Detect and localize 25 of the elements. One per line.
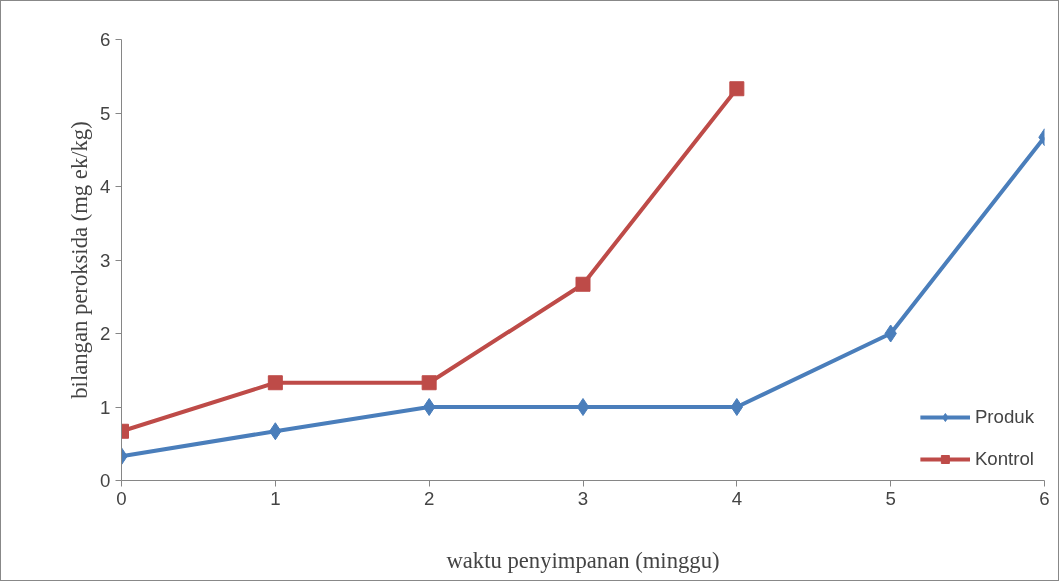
point	[423, 398, 436, 416]
point	[421, 375, 437, 391]
y-tick-label: 4	[100, 176, 111, 197]
y-tick-label: 0	[100, 470, 111, 491]
legend-label: Kontrol	[974, 448, 1034, 470]
y-axis-title: bilangan peroksida (mg ek/kg)	[67, 121, 93, 399]
x-axis-title: waktu penyimpanan (minggu)	[446, 547, 720, 573]
x-tick-label: 0	[116, 487, 127, 509]
y-tick-label: 6	[100, 29, 111, 50]
x-tick-label: 3	[577, 487, 589, 509]
x-tick-label: 4	[731, 487, 743, 509]
y-tick-label: 2	[100, 323, 111, 344]
y-tick-label: 1	[100, 396, 111, 418]
x-tick-label: 1	[270, 487, 281, 509]
x-tick-label: 5	[885, 487, 896, 509]
point	[575, 276, 591, 292]
point	[576, 398, 590, 416]
point	[267, 375, 283, 391]
x-tick-label: 6	[1039, 487, 1050, 509]
point	[729, 81, 745, 97]
y-tick-label: 3	[100, 249, 111, 271]
point	[730, 398, 743, 416]
legend-label: Produk	[974, 406, 1034, 428]
y-tick-label: 5	[100, 102, 111, 124]
x-tick-label: 2	[423, 487, 435, 509]
